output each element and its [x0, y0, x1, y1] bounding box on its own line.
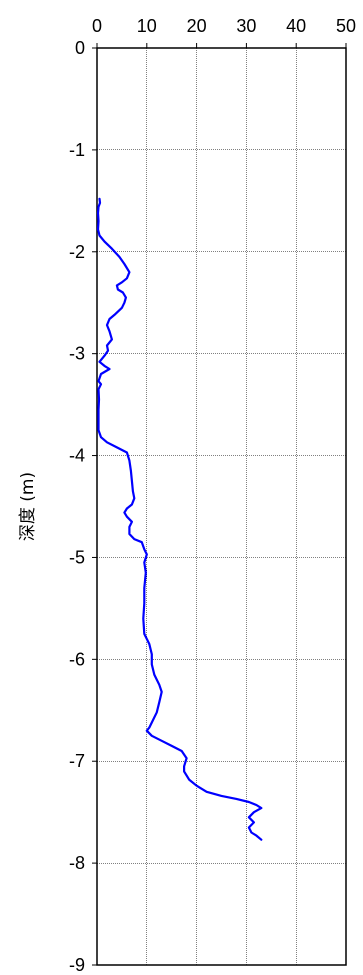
series-line: [96, 197, 263, 841]
y-tick-label: 0: [75, 38, 85, 58]
series-layer: [96, 197, 263, 841]
y-axis-title: 深度 (m): [18, 472, 38, 541]
y-tick-label: -2: [69, 242, 85, 262]
y-tick-label: -1: [69, 140, 85, 160]
x-tick-label: 40: [286, 16, 306, 36]
x-tick-labels: 0 10 20 30 40 50: [92, 16, 356, 36]
x-tick-label: 0: [92, 16, 102, 36]
y-tick-label: -9: [69, 955, 85, 975]
x-tick-label: 20: [187, 16, 207, 36]
y-tick-label: -8: [69, 853, 85, 873]
y-tick-label: -4: [69, 446, 85, 466]
x-tick-label: 10: [137, 16, 157, 36]
x-tick-label: 30: [236, 16, 256, 36]
x-tick-label: 50: [336, 16, 356, 36]
y-tick-label: -3: [69, 344, 85, 364]
y-tick-labels: 0 -1 -2 -3 -4 -5 -6 -7 -8 -9: [69, 38, 85, 975]
tick-marks: [92, 43, 347, 966]
y-tick-label: -5: [69, 547, 85, 567]
y-tick-label: -7: [69, 751, 85, 771]
grid: [97, 48, 346, 965]
y-tick-label: -6: [69, 649, 85, 669]
plot-frame: [96, 47, 347, 966]
